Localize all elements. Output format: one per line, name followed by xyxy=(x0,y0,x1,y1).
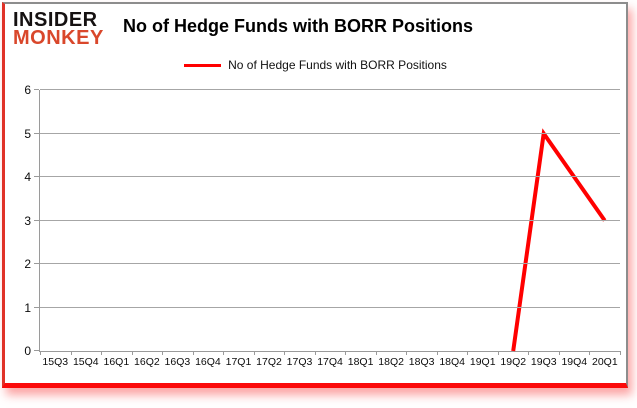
x-axis-label: 18Q4 xyxy=(439,356,466,368)
y-axis-tick xyxy=(34,306,39,308)
x-axis-tick xyxy=(223,351,225,355)
legend: No of Hedge Funds with BORR Positions xyxy=(5,58,626,72)
x-axis-label: 18Q1 xyxy=(347,356,374,368)
x-axis-tick xyxy=(375,351,377,355)
y-axis-label: 0 xyxy=(24,344,31,358)
y-axis-label: 5 xyxy=(24,126,31,141)
x-axis-label: 17Q3 xyxy=(286,356,313,368)
x-axis-label: 19Q3 xyxy=(530,356,557,368)
y-axis-tick xyxy=(34,89,39,90)
x-axis-label: 16Q3 xyxy=(164,356,191,368)
x-axis-tick xyxy=(253,351,255,355)
y-axis-tick xyxy=(34,132,39,134)
gridline-y-4 xyxy=(40,176,620,177)
x-axis-tick xyxy=(558,351,560,355)
logo-insider-text: INSIDER xyxy=(13,9,98,31)
y-axis-tick xyxy=(34,263,39,264)
x-axis-tick xyxy=(620,351,621,355)
chart-frame: INSIDER MONKEY No of Hedge Funds with BO… xyxy=(2,2,628,388)
logo-monkey-text: MONKEY xyxy=(13,27,104,50)
legend-line-swatch xyxy=(184,63,222,67)
x-axis-label: 17Q4 xyxy=(317,356,343,368)
x-axis-tick xyxy=(467,351,469,355)
y-axis-tick xyxy=(34,176,39,177)
gridline-y-5 xyxy=(40,132,620,134)
x-axis-tick xyxy=(192,351,194,355)
x-axis-labels: 15Q3 15Q4 16Q1 16Q2 16Q3 16Q4 17Q1 17Q2 17Q3 17Q4… xyxy=(40,356,620,368)
x-axis-label: 19Q1 xyxy=(469,356,496,368)
x-axis-tick xyxy=(314,351,316,355)
plot-area: 15Q3 15Q4 16Q1 16Q2 16Q3 16Q4 17Q1 17Q2 17Q3 17Q4… xyxy=(24,83,621,368)
x-axis-label: 17Q1 xyxy=(225,356,252,368)
y-axis-tick xyxy=(34,219,39,221)
x-axis-label: 16Q1 xyxy=(103,356,130,368)
x-axis-label: 16Q4 xyxy=(195,356,221,368)
series-polyline xyxy=(511,128,607,352)
gridline-y-1 xyxy=(40,306,620,308)
insider-monkey-logo: INSIDER MONKEY xyxy=(13,9,104,50)
y-axis-label: 4 xyxy=(24,170,31,184)
x-axis-label: 17Q2 xyxy=(256,356,282,368)
series-line xyxy=(511,128,607,352)
x-axis-tick xyxy=(162,351,164,355)
chart-title: No of Hedge Funds with BORR Positions xyxy=(123,16,473,36)
x-axis-tick xyxy=(40,351,41,355)
x-axis-tick xyxy=(528,351,530,355)
x-axis-label: 15Q4 xyxy=(72,356,99,368)
x-axis-label: 16Q2 xyxy=(134,356,160,368)
x-axis-tick xyxy=(406,351,408,355)
y-axis-label: 3 xyxy=(24,213,31,228)
x-axis-label: 15Q3 xyxy=(42,356,69,368)
x-axis-tick xyxy=(70,351,72,355)
x-axis-tick xyxy=(284,351,286,355)
x-axis-label: 18Q3 xyxy=(408,356,435,368)
x-axis-tick xyxy=(436,351,438,355)
x-axis-tick xyxy=(131,351,133,355)
y-axis-label: 1 xyxy=(24,300,31,315)
x-axis-tick xyxy=(101,351,103,355)
gridline-y-3 xyxy=(40,219,620,221)
y-axis-label: 6 xyxy=(24,83,31,97)
gridline-y-6 xyxy=(40,89,620,90)
x-axis-tick xyxy=(497,351,499,355)
x-axis-label: 19Q4 xyxy=(561,356,588,368)
x-axis-tick xyxy=(589,351,591,355)
x-axis-label: 19Q2 xyxy=(500,356,527,368)
y-axis-label: 2 xyxy=(24,257,31,271)
x-axis-tick xyxy=(345,351,347,355)
y-axis-tick xyxy=(34,350,39,351)
legend-label: No of Hedge Funds with BORR Positions xyxy=(228,58,447,72)
x-axis-label: 20Q1 xyxy=(591,356,618,368)
gridline-y-2 xyxy=(40,263,620,264)
x-axis-label: 18Q2 xyxy=(378,356,404,368)
